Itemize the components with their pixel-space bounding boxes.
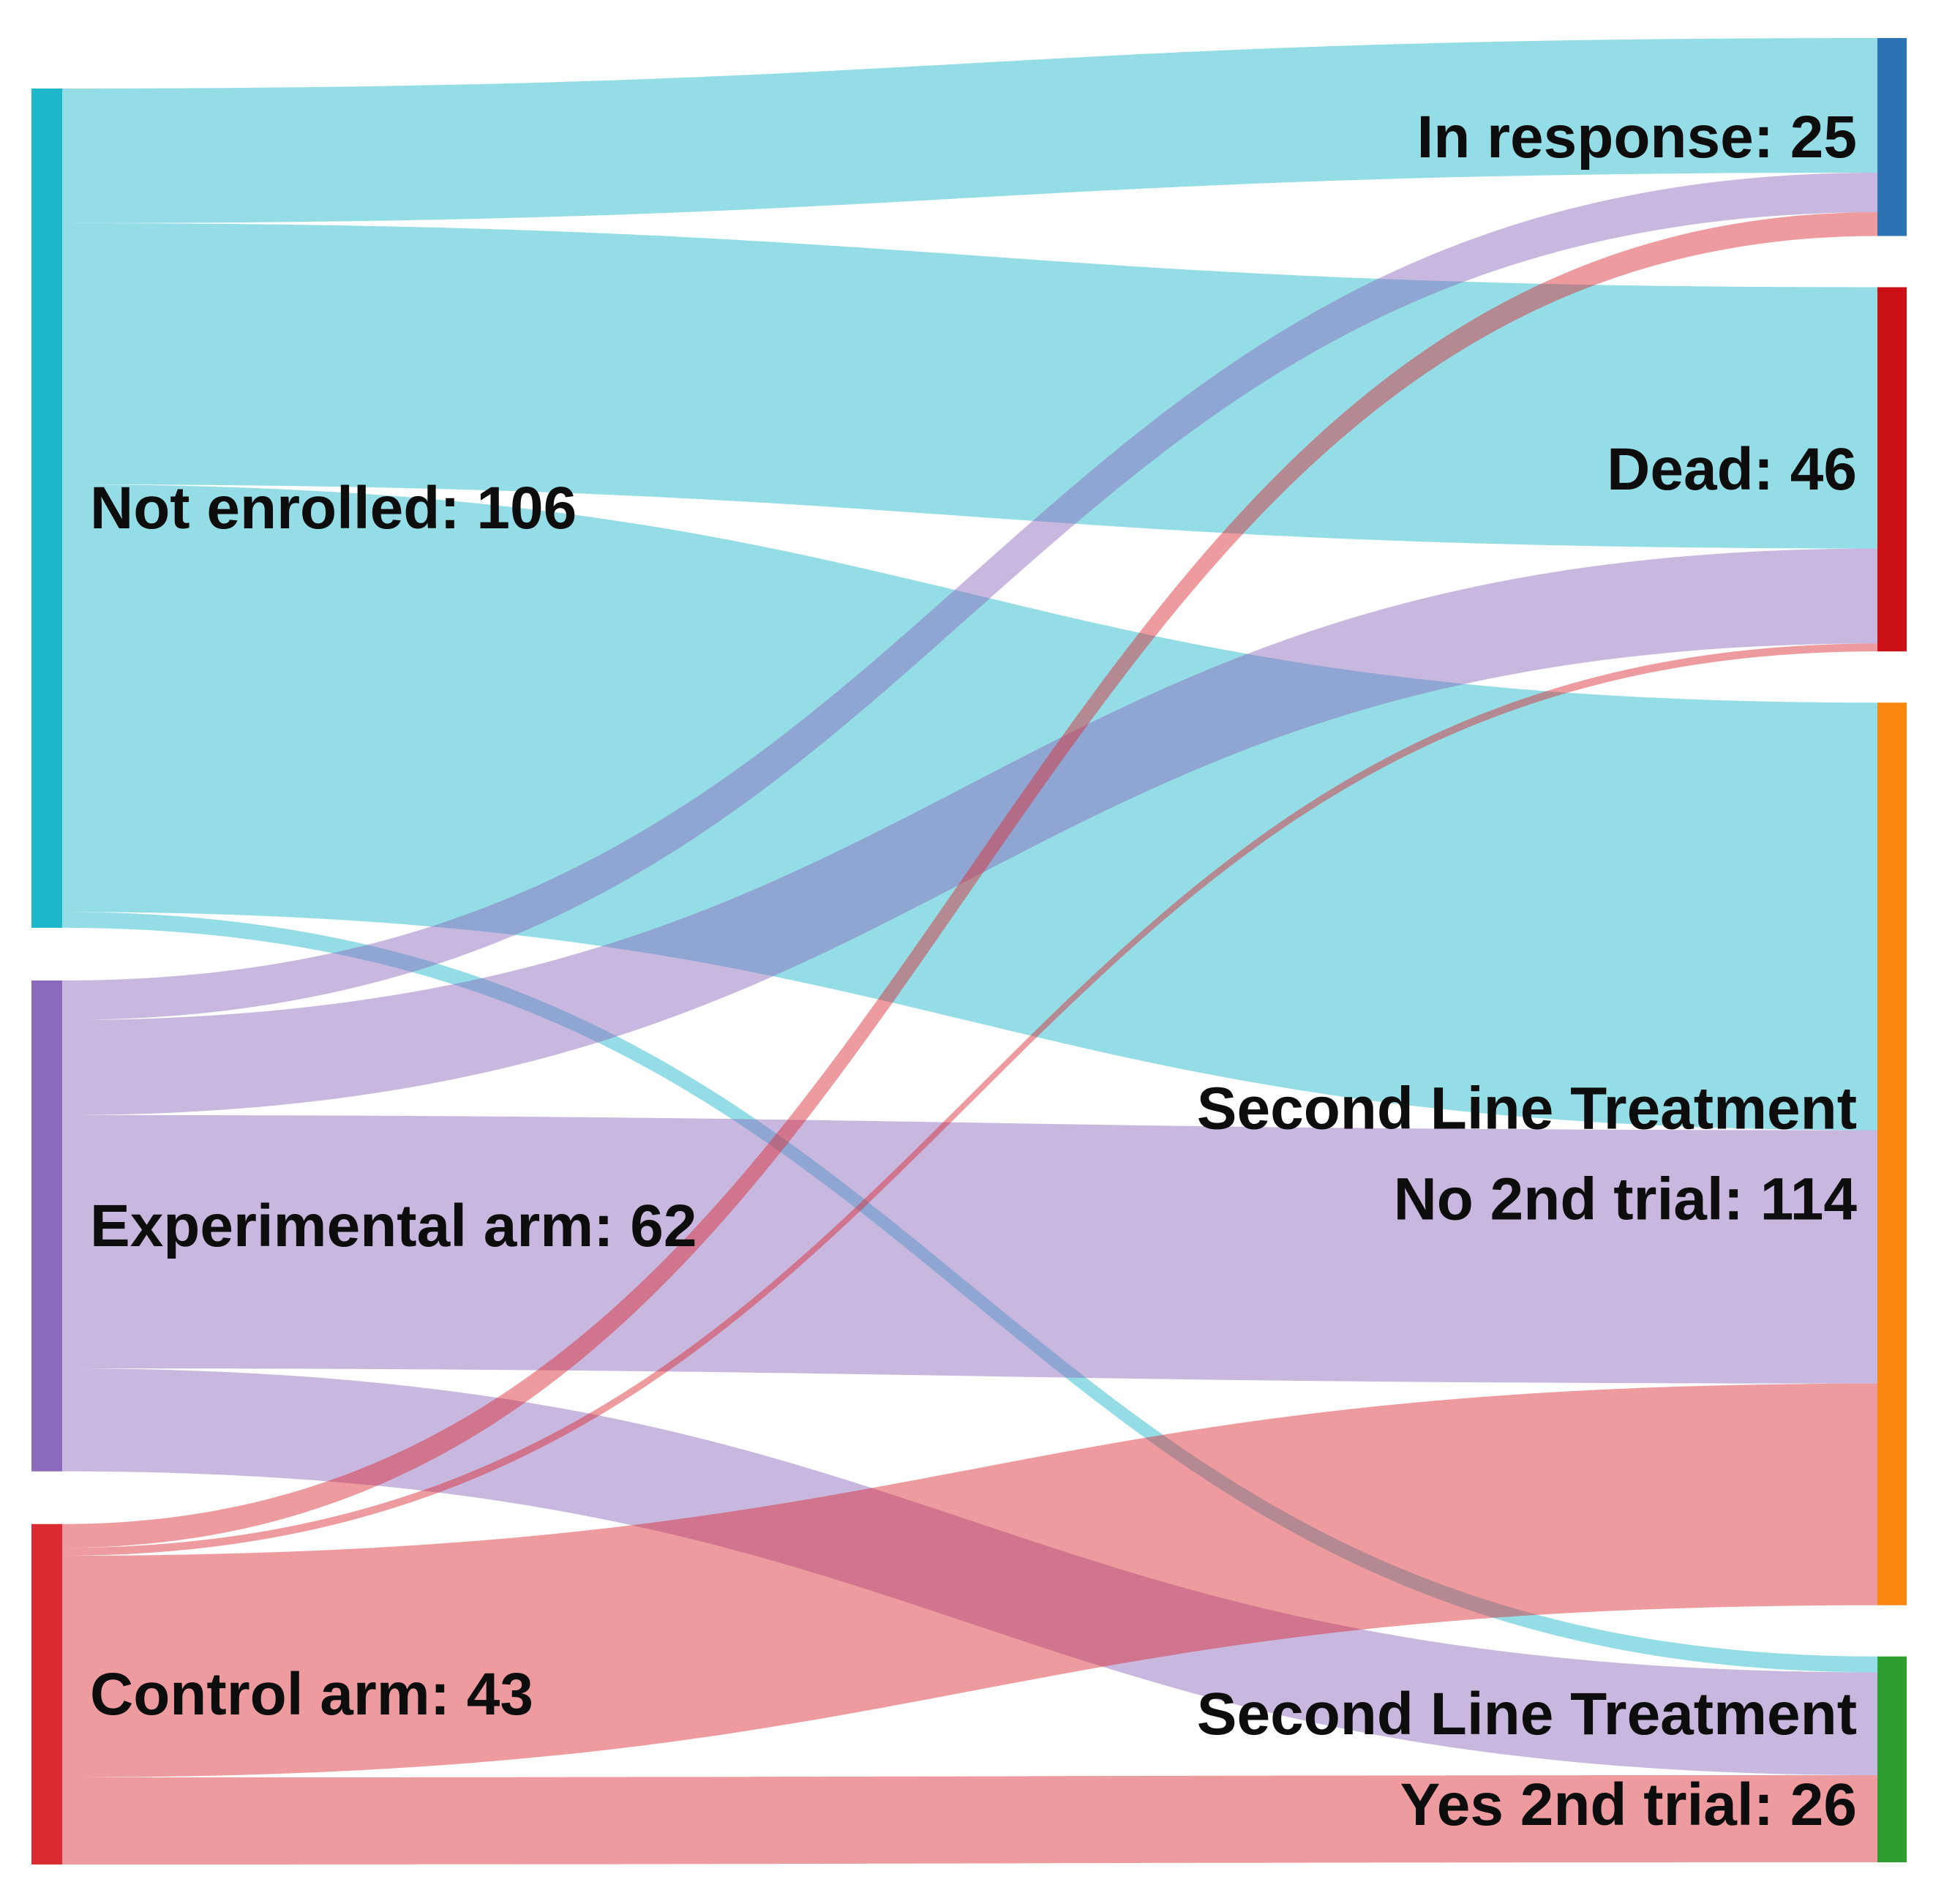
node-label-dead: Dead: 46 xyxy=(1607,436,1857,503)
node-bar-not_enrolled xyxy=(31,89,62,928)
node-label-no_2nd_trial-line1: Second Line Treatment xyxy=(1197,1075,1857,1142)
flow-not_enrolled-to-in_response xyxy=(62,38,1877,223)
node-bar-experimental xyxy=(31,980,62,1472)
flow-control-to-dead xyxy=(62,643,1877,1556)
flow-experimental-to-in_response xyxy=(62,172,1877,1021)
flow-not_enrolled-to-dead xyxy=(62,222,1877,549)
node-bar-dead xyxy=(1877,287,1907,652)
node-label-in_response: In response: 25 xyxy=(1416,104,1857,170)
node-bar-yes_2nd_trial xyxy=(1877,1656,1907,1863)
node-label-experimental: Experimental arm: 62 xyxy=(90,1193,697,1259)
node-label-not_enrolled: Not enrolled: 106 xyxy=(90,475,577,541)
flow-experimental-to-no_2nd_trial xyxy=(62,1114,1877,1384)
node-label-yes_2nd_trial-line1: Second Line Treatment xyxy=(1197,1681,1857,1747)
flow-control-to-no_2nd_trial xyxy=(62,1383,1877,1777)
flow-not_enrolled-to-no_2nd_trial xyxy=(62,484,1877,1131)
node-label-no_2nd_trial-line2: No 2nd trial: 114 xyxy=(1394,1166,1858,1232)
node-bar-in_response xyxy=(1877,38,1907,236)
node-label-yes_2nd_trial-line2: Yes 2nd trial: 26 xyxy=(1400,1772,1857,1838)
flow-not_enrolled-to-yes_2nd_trial xyxy=(62,912,1877,1673)
flow-control-to-yes_2nd_trial xyxy=(62,1775,1877,1865)
flow-experimental-to-yes_2nd_trial xyxy=(62,1368,1877,1775)
flow-control-to-in_response xyxy=(62,212,1877,1548)
flow-experimental-to-dead xyxy=(62,548,1877,1115)
node-bar-control xyxy=(31,1523,62,1865)
node-label-control: Control arm: 43 xyxy=(90,1661,533,1728)
node-bar-no_2nd_trial xyxy=(1877,702,1907,1605)
